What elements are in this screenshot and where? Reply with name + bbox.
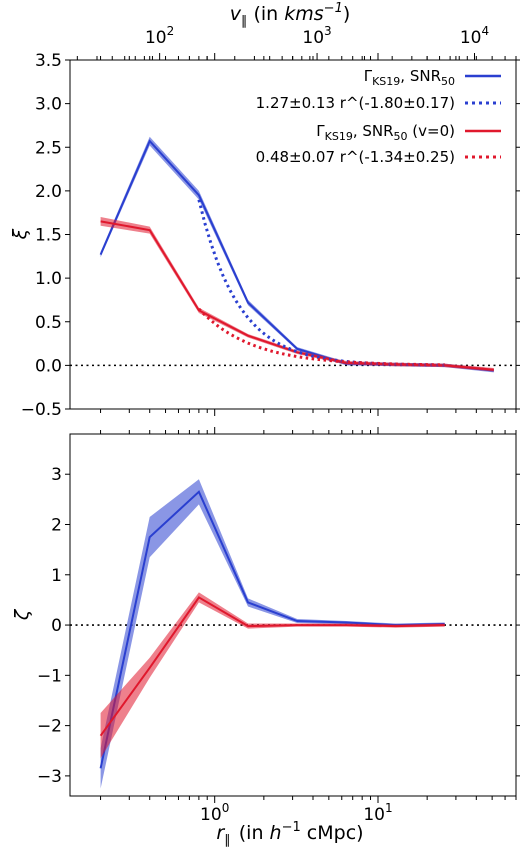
bottom-x-axis-label: r∥ (in h−1 cMpc) xyxy=(216,820,363,848)
top-fit-line-3 xyxy=(197,307,445,367)
top-series-line-1 xyxy=(100,220,494,371)
legend-entry-label: ΓKS19, SNR50 xyxy=(364,67,455,88)
bottom-y-axis: 3 2 1 0 −1 −2 −3 xyxy=(37,465,520,787)
bottom-plot-area xyxy=(70,479,516,789)
top-panel: 3.5 3.0 2.5 2.0 1.5 1.0 0.5 0.0 −0.5 102 103 104 Γ… xyxy=(9,1,520,420)
bottom-y-axis-label: ζ xyxy=(11,608,33,621)
bottom-xtick-label: 101 xyxy=(363,801,392,825)
top-ytick-label: 3.5 xyxy=(35,51,62,71)
top-ytick-label: 2.5 xyxy=(35,138,62,158)
top-ytick-label: −0.5 xyxy=(21,400,62,420)
bottom-ytick-label: 3 xyxy=(51,465,62,485)
bottom-ytick-label: −1 xyxy=(37,666,62,686)
legend-entry-label: 1.27±0.13 r^(-1.80±0.17) xyxy=(256,94,455,112)
bottom-panel: 3 2 1 0 −1 −2 −3 100 101 ζ r∥ (in h−1 cMpc) xyxy=(11,427,520,848)
top-error-band-0 xyxy=(100,136,494,373)
velocity-tick-label: 104 xyxy=(460,24,489,48)
bottom-series-group xyxy=(70,479,516,789)
top-panel-frame xyxy=(69,59,517,410)
top-y-axis: 3.5 3.0 2.5 2.0 1.5 1.0 0.5 0.0 −0.5 xyxy=(21,51,520,420)
bottom-ytick-label: 0 xyxy=(51,616,62,636)
bottom-x-axis: 100 101 xyxy=(100,427,517,825)
velocity-tick-label: 102 xyxy=(145,24,174,48)
top-ytick-label: 2.0 xyxy=(35,182,62,202)
top-series-line-0 xyxy=(99,139,494,372)
top-ytick-label: 0.5 xyxy=(35,313,62,333)
bottom-ytick-label: −2 xyxy=(37,717,62,737)
top-secondary-x-axis: 102 103 104 xyxy=(76,24,489,60)
legend-entry-label: ΓKS19, SNR50 (v=0) xyxy=(316,122,455,143)
velocity-tick-label: 103 xyxy=(302,24,331,48)
bottom-ytick-label: 1 xyxy=(51,566,62,586)
top-ytick-label: 1.5 xyxy=(35,226,62,246)
bottom-ytick-label: 2 xyxy=(51,516,62,536)
top-plot-area xyxy=(70,136,516,373)
bottom-error-band-1 xyxy=(100,592,445,759)
legend: ΓKS19, SNR50 1.27±0.13 r^(-1.80±0.17) ΓKS1… xyxy=(256,67,501,166)
bottom-ytick-label: −3 xyxy=(37,767,62,787)
top-secondary-x-axis-label: v∥ (in kms−1) xyxy=(230,1,351,29)
top-ytick-label: 0.0 xyxy=(35,356,62,376)
bottom-series-line-1 xyxy=(99,596,445,737)
top-fit-line-2 xyxy=(197,199,445,367)
bottom-error-band-0 xyxy=(100,479,445,789)
top-y-axis-label: ξ xyxy=(9,228,31,240)
top-series-group xyxy=(70,136,516,373)
top-ytick-label: 1.0 xyxy=(35,269,62,289)
legend-entry-label: 0.48±0.07 r^(-1.34±0.25) xyxy=(256,148,455,166)
bottom-xtick-label: 100 xyxy=(200,801,229,825)
top-ytick-label: 3.0 xyxy=(35,95,62,115)
